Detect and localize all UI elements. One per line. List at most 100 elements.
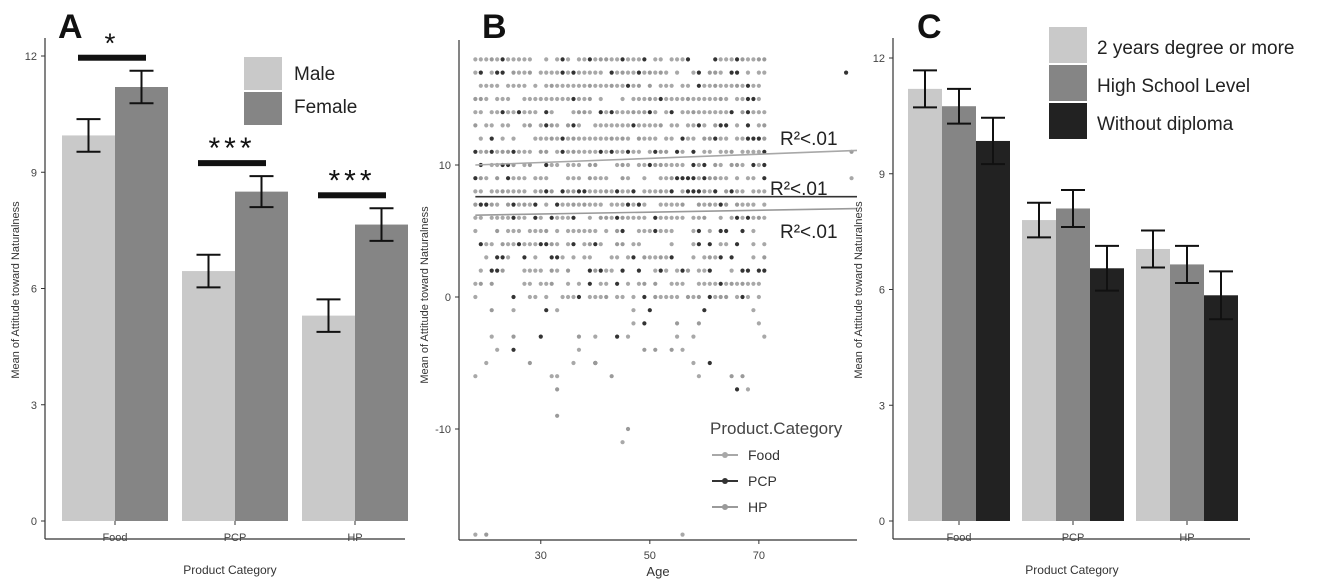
scatter-point — [751, 110, 756, 115]
scatter-point — [576, 202, 582, 207]
scatter-point — [587, 70, 592, 75]
scatter-point — [762, 189, 767, 194]
scatter-point — [571, 360, 576, 366]
scatter-point — [745, 281, 751, 286]
scatter-point — [565, 123, 571, 128]
scatter-point — [511, 242, 516, 247]
scatter-point — [478, 96, 483, 102]
scatter-point — [527, 360, 532, 366]
legend-label-food: Food — [748, 447, 780, 463]
scatter-point — [511, 136, 516, 141]
scatter-point — [756, 215, 761, 220]
scatter-point — [549, 374, 554, 379]
scatter-point — [533, 228, 538, 234]
scatter-point — [669, 83, 674, 88]
scatter-point — [751, 136, 756, 141]
scatter-point — [631, 57, 636, 62]
scatter-point — [625, 83, 631, 88]
scatter-point — [560, 70, 565, 75]
scatter-point — [516, 57, 522, 62]
scatter-point — [473, 176, 478, 181]
scatter-point — [484, 202, 489, 207]
legend-swatch-male — [244, 57, 282, 90]
scatter-point — [713, 136, 718, 141]
scatter-point — [576, 57, 582, 62]
scatter-point — [707, 242, 712, 247]
panel-a-y-label: Mean of Attitude toward Naturalness — [10, 201, 22, 379]
scatter-point — [544, 294, 549, 300]
c-y-tick-label: 3 — [879, 400, 885, 412]
scatter-point — [647, 255, 652, 260]
scatter-point — [565, 83, 571, 88]
scatter-point — [740, 57, 745, 62]
scatter-point — [620, 149, 625, 154]
scatter-point — [740, 162, 745, 168]
scatter-point — [489, 242, 494, 247]
scatter-point — [571, 162, 576, 168]
a-significance-bar — [318, 192, 386, 199]
scatter-point — [740, 374, 745, 379]
scatter-point — [734, 215, 740, 220]
scatter-point — [707, 83, 712, 88]
scatter-point — [642, 215, 647, 220]
scatter-point — [620, 440, 625, 445]
scatter-point — [636, 202, 642, 207]
scatter-point — [647, 189, 652, 194]
scatter-point — [538, 189, 543, 194]
scatter-point — [762, 215, 767, 220]
scatter-point — [560, 189, 565, 194]
scatter-point — [478, 149, 483, 154]
scatter-point — [587, 255, 592, 260]
a-y-tick-label: 6 — [31, 284, 37, 296]
scatter-point — [642, 176, 647, 181]
scatter-point — [544, 149, 549, 154]
scatter-point — [527, 268, 532, 273]
scatter-point — [615, 215, 620, 220]
scatter-point — [642, 96, 647, 102]
panel-b-r2-food: R²<.01 — [780, 129, 838, 150]
scatter-point — [555, 202, 560, 207]
scatter-point — [658, 176, 663, 181]
scatter-point — [707, 360, 712, 366]
scatter-point — [653, 268, 658, 273]
scatter-point — [565, 162, 571, 168]
panel-c-letter: C — [917, 8, 942, 46]
scatter-point — [571, 294, 576, 300]
scatter-point — [724, 242, 729, 247]
scatter-point — [696, 110, 701, 115]
scatter-point — [756, 96, 761, 102]
scatter-point — [495, 202, 500, 207]
scatter-point — [642, 162, 647, 168]
scatter-point — [598, 136, 603, 141]
scatter-point — [647, 308, 652, 313]
scatter-point — [713, 281, 718, 286]
scatter-point — [598, 202, 603, 207]
scatter-point — [625, 281, 631, 286]
scatter-point — [609, 268, 614, 273]
scatter-point — [740, 281, 745, 286]
scatter-point — [729, 255, 734, 260]
scatter-point — [571, 136, 576, 141]
scatter-point — [587, 162, 592, 168]
scatter-point — [609, 215, 614, 220]
scatter-point — [762, 334, 767, 339]
scatter-point — [664, 83, 669, 88]
scatter-point — [587, 294, 592, 300]
scatter-point — [653, 255, 658, 260]
scatter-point — [685, 110, 691, 115]
scatter-point — [751, 162, 756, 168]
scatter-point — [658, 83, 663, 88]
scatter-point — [516, 189, 522, 194]
c-y-tick-label: 0 — [879, 516, 885, 528]
scatter-point — [489, 110, 494, 115]
scatter-point — [680, 110, 685, 115]
scatter-point — [658, 294, 663, 300]
scatter-point — [664, 215, 669, 220]
panel-c-bars — [908, 69, 1238, 522]
scatter-point — [685, 136, 691, 141]
scatter-point — [555, 228, 560, 234]
scatter-point — [713, 255, 718, 260]
a-significance-mark: *** — [208, 132, 255, 165]
legend-label-high-school: High School Level — [1097, 76, 1250, 97]
scatter-point — [718, 281, 723, 286]
